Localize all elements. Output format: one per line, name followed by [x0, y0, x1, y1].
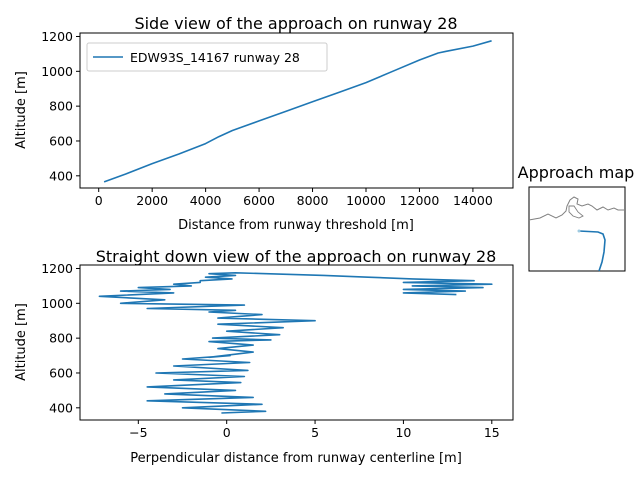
down-view-ticks: −5 0 5 10 15 400 600 800 1000 1200: [41, 261, 500, 440]
x-tick-label: 2000: [136, 193, 168, 208]
y-tick-label: 800: [49, 331, 73, 346]
y-tick-label: 600: [49, 133, 73, 148]
y-tick-label: 1200: [41, 261, 73, 276]
side-view-ticks: 0 2000 4000 6000 8000 10000 12000 14000 400 600 80…: [41, 29, 493, 208]
x-tick-label: −5: [129, 425, 147, 440]
x-tick-label: 15: [484, 425, 500, 440]
side-view-legend: EDW93S_14167 runway 28: [86, 42, 328, 72]
series-line: [103, 40, 492, 183]
threshold-marker: [577, 229, 581, 233]
down-view-chart: Straight down view of the approach on ru…: [14, 247, 514, 466]
coastline-shape: [528, 196, 625, 221]
series-line: [98, 271, 493, 414]
x-tick-label: 10: [395, 425, 411, 440]
x-tick-label: 10000: [346, 193, 386, 208]
approach-map: Approach map: [518, 163, 635, 272]
side-view-chart: Side view of the approach on runway 28 0…: [14, 14, 514, 233]
y-tick-label: 400: [49, 168, 73, 183]
x-tick-label: 0: [95, 193, 103, 208]
y-tick-label: 1000: [41, 296, 73, 311]
x-tick-label: 4000: [190, 193, 222, 208]
y-tick-label: 800: [49, 99, 73, 114]
x-tick-label: 6000: [243, 193, 275, 208]
down-view-title: Straight down view of the approach on ru…: [96, 247, 497, 266]
side-view-title: Side view of the approach on runway 28: [134, 14, 457, 33]
legend-box: [86, 42, 328, 72]
x-tick-label: 8000: [297, 193, 329, 208]
y-tick-label: 1200: [41, 29, 73, 44]
side-view-xlabel: Distance from runway threshold [m]: [178, 218, 414, 233]
y-tick-label: 1000: [41, 64, 73, 79]
down-view-ylabel: Altitude [m]: [14, 303, 29, 381]
y-tick-label: 600: [49, 365, 73, 380]
x-tick-label: 12000: [400, 193, 440, 208]
runway-area-shape: [568, 205, 584, 219]
x-tick-label: 0: [223, 425, 231, 440]
down-view-xlabel: Perpendicular distance from runway cente…: [130, 451, 462, 466]
approach-track-line: [578, 230, 606, 272]
y-tick-label: 400: [49, 400, 73, 415]
approach-map-frame: [528, 186, 626, 272]
approach-map-title: Approach map: [518, 163, 635, 182]
side-view-ylabel: Altitude [m]: [14, 71, 29, 149]
down-view-series: [98, 271, 493, 414]
x-tick-label: 14000: [453, 193, 493, 208]
legend-label: EDW93S_14167 runway 28: [130, 50, 300, 65]
x-tick-label: 5: [311, 425, 319, 440]
side-view-series: [103, 40, 492, 183]
side-view-plot-area: [79, 32, 514, 189]
down-view-plot-area: [79, 264, 514, 421]
